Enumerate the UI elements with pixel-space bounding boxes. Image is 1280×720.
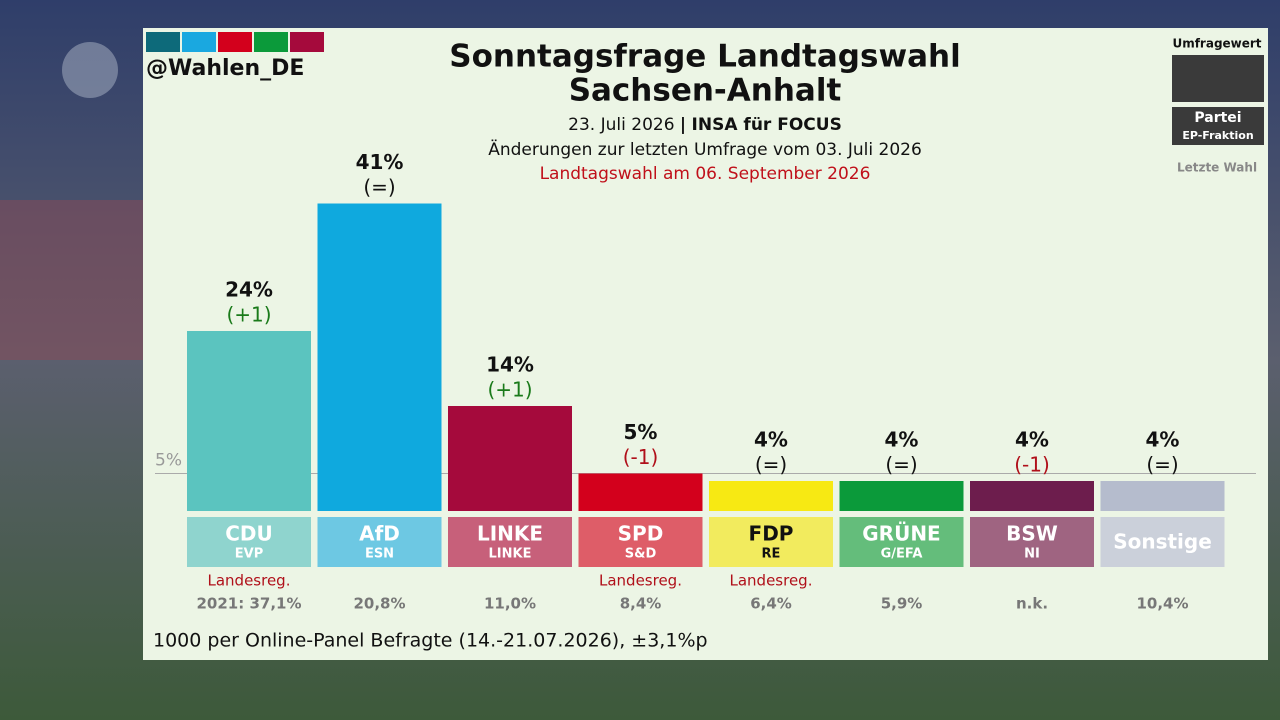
value-label: 24% <box>225 278 273 302</box>
swatch <box>290 32 324 52</box>
last-election: 6,4% <box>750 595 792 613</box>
party-box <box>448 517 572 567</box>
footer: 1000 per Online-Panel Befragte (14.-21.0… <box>153 630 708 652</box>
value-label: 4% <box>1146 428 1180 452</box>
government-note: Landesreg. <box>599 572 682 590</box>
subtitle-date: 23. Juli 2026 <box>568 115 674 135</box>
tv-logo <box>62 42 118 98</box>
bar <box>317 203 442 511</box>
change-label: (+1) <box>226 303 271 327</box>
change-label: (+1) <box>487 378 532 402</box>
legend-box <box>1172 107 1264 145</box>
bar <box>839 481 964 511</box>
last-election: 5,9% <box>881 595 923 613</box>
bar <box>709 481 833 511</box>
value-label: 14% <box>486 353 534 377</box>
legend-group: EP-Fraktion <box>1182 129 1253 142</box>
party-group: LINKE <box>489 547 532 562</box>
party-group: NI <box>1024 547 1040 562</box>
legend-box <box>1172 55 1264 102</box>
party-box <box>1100 517 1225 567</box>
bar <box>187 331 311 511</box>
last-election: 2021: 37,1% <box>196 595 301 613</box>
value-label: 41% <box>356 150 404 174</box>
party-box <box>970 517 1094 567</box>
party-group: S&D <box>625 547 657 562</box>
value-label: 5% <box>624 420 658 444</box>
change-label: (-1) <box>1014 453 1050 477</box>
party-group: EVP <box>235 547 263 562</box>
value-label: 4% <box>885 428 919 452</box>
title-line: Sonntagsfrage Landtagswahl <box>449 39 960 75</box>
value-label: 4% <box>1015 428 1049 452</box>
subtitle-separator: | <box>680 115 686 135</box>
party-box <box>187 517 311 567</box>
change-label: (=) <box>1146 453 1178 477</box>
party-box <box>578 517 703 567</box>
background-blur <box>0 200 143 360</box>
change-label: (=) <box>755 453 787 477</box>
party-group: ESN <box>365 547 394 562</box>
party-box <box>317 517 442 567</box>
threshold-label: 5% <box>155 451 182 471</box>
party-name: GRÜNE <box>862 522 940 546</box>
change-label: (=) <box>363 175 395 199</box>
subtitle: 23. Juli 2026 | INSA für FOCUS <box>568 115 842 135</box>
party-name: SPD <box>618 522 664 546</box>
bar <box>448 406 572 511</box>
party-name: BSW <box>1006 522 1058 546</box>
swatch <box>182 32 216 52</box>
last-election: 11,0% <box>484 595 536 613</box>
last-election: 8,4% <box>620 595 662 613</box>
government-note: Landesreg. <box>730 572 813 590</box>
party-name: AfD <box>359 522 400 546</box>
party-name: LINKE <box>477 522 543 546</box>
party-group: G/EFA <box>881 547 923 562</box>
value-label: 4% <box>754 428 788 452</box>
bar <box>1100 481 1225 511</box>
legend-value: Umfragewert <box>1172 37 1261 51</box>
swatch <box>146 32 180 52</box>
party-name: CDU <box>225 522 273 546</box>
party-group: RE <box>762 547 781 562</box>
bar <box>578 473 703 511</box>
swatch <box>254 32 288 52</box>
election-note: Landtagswahl am 06. September 2026 <box>540 164 871 184</box>
change-label: (=) <box>885 453 917 477</box>
government-note: Landesreg. <box>208 572 291 590</box>
title-line: Sachsen-Anhalt <box>569 73 842 109</box>
subtitle-institute: INSA für FOCUS <box>692 115 842 135</box>
legend-party: Partei <box>1194 110 1241 126</box>
legend: Umfragewert Partei EP-Fraktion Letzte Wa… <box>1172 37 1264 175</box>
party-box <box>839 517 964 567</box>
last-election: n.k. <box>1016 595 1048 613</box>
swatch <box>218 32 252 52</box>
legend-last: Letzte Wahl <box>1177 161 1257 175</box>
swatches <box>146 32 324 52</box>
changes-note: Änderungen zur letzten Umfrage vom 03. J… <box>488 139 922 160</box>
last-election: 20,8% <box>353 595 405 613</box>
bar <box>970 481 1094 511</box>
party-name: FDP <box>749 522 794 546</box>
party-name: Sonstige <box>1113 530 1212 554</box>
last-election: 10,4% <box>1136 595 1188 613</box>
source: @Wahlen_DE <box>146 56 304 81</box>
change-label: (-1) <box>623 445 659 469</box>
party-box <box>709 517 833 567</box>
